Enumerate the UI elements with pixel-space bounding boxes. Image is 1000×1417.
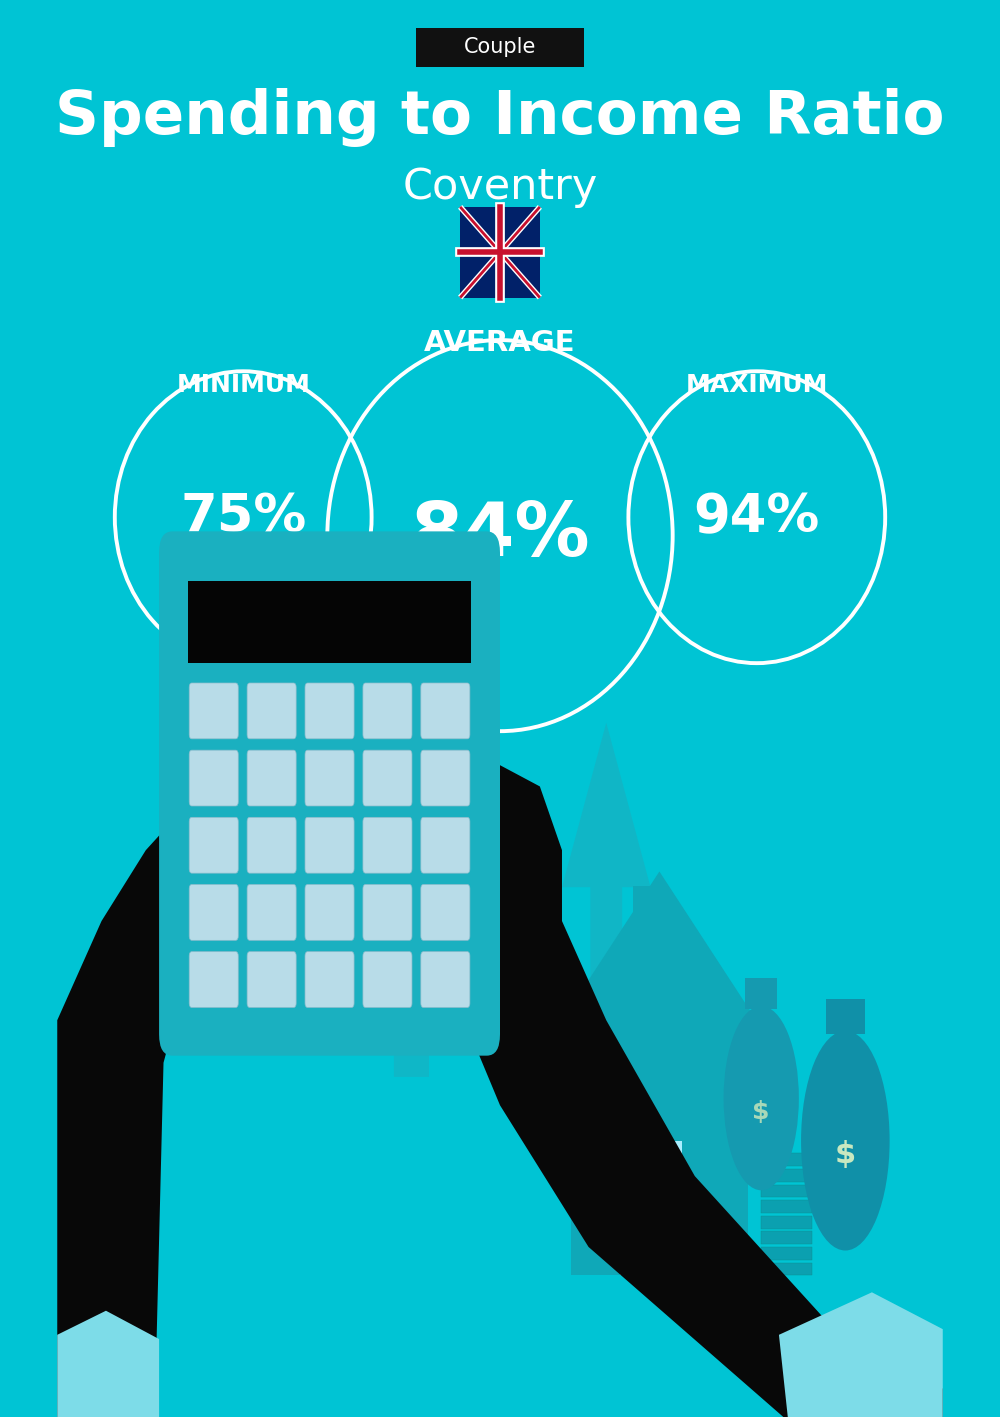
FancyBboxPatch shape bbox=[159, 531, 500, 1056]
Text: $: $ bbox=[752, 1101, 770, 1124]
Polygon shape bbox=[779, 1292, 943, 1417]
FancyBboxPatch shape bbox=[761, 1263, 812, 1275]
FancyBboxPatch shape bbox=[363, 952, 412, 1007]
FancyBboxPatch shape bbox=[421, 818, 470, 873]
FancyBboxPatch shape bbox=[761, 1231, 812, 1244]
FancyBboxPatch shape bbox=[761, 1200, 812, 1213]
Text: 84%: 84% bbox=[410, 499, 590, 572]
Polygon shape bbox=[57, 723, 332, 1417]
FancyBboxPatch shape bbox=[305, 818, 354, 873]
FancyBboxPatch shape bbox=[247, 884, 296, 941]
Text: $: $ bbox=[835, 1141, 856, 1169]
FancyBboxPatch shape bbox=[363, 750, 412, 806]
FancyBboxPatch shape bbox=[189, 952, 238, 1007]
FancyBboxPatch shape bbox=[188, 581, 471, 663]
Polygon shape bbox=[553, 871, 766, 1034]
FancyBboxPatch shape bbox=[189, 750, 238, 806]
FancyBboxPatch shape bbox=[761, 1247, 812, 1260]
Text: Spending to Income Ratio: Spending to Income Ratio bbox=[55, 88, 945, 147]
Text: MAXIMUM: MAXIMUM bbox=[686, 374, 828, 397]
FancyBboxPatch shape bbox=[189, 683, 238, 738]
FancyBboxPatch shape bbox=[571, 1034, 748, 1275]
Polygon shape bbox=[438, 765, 943, 1417]
Polygon shape bbox=[57, 1311, 159, 1417]
FancyBboxPatch shape bbox=[761, 1185, 812, 1197]
Text: Couple: Couple bbox=[464, 37, 536, 58]
FancyBboxPatch shape bbox=[826, 999, 865, 1034]
Text: MINIMUM: MINIMUM bbox=[176, 374, 310, 397]
FancyBboxPatch shape bbox=[761, 1153, 812, 1166]
FancyBboxPatch shape bbox=[633, 886, 652, 971]
FancyBboxPatch shape bbox=[761, 1216, 812, 1229]
FancyBboxPatch shape bbox=[363, 818, 412, 873]
FancyBboxPatch shape bbox=[247, 818, 296, 873]
FancyBboxPatch shape bbox=[761, 1169, 812, 1182]
FancyBboxPatch shape bbox=[189, 884, 238, 941]
FancyBboxPatch shape bbox=[305, 952, 354, 1007]
FancyBboxPatch shape bbox=[189, 818, 238, 873]
FancyBboxPatch shape bbox=[421, 750, 470, 806]
Ellipse shape bbox=[724, 1006, 799, 1190]
FancyBboxPatch shape bbox=[620, 1141, 636, 1275]
FancyBboxPatch shape bbox=[460, 207, 540, 298]
FancyBboxPatch shape bbox=[629, 1155, 669, 1275]
FancyBboxPatch shape bbox=[305, 750, 354, 806]
FancyBboxPatch shape bbox=[363, 884, 412, 941]
FancyBboxPatch shape bbox=[247, 683, 296, 738]
FancyBboxPatch shape bbox=[745, 978, 777, 1009]
FancyBboxPatch shape bbox=[247, 952, 296, 1007]
FancyBboxPatch shape bbox=[421, 884, 470, 941]
Text: Coventry: Coventry bbox=[402, 166, 598, 208]
FancyBboxPatch shape bbox=[305, 683, 354, 738]
Text: AVERAGE: AVERAGE bbox=[424, 329, 576, 357]
Text: 75%: 75% bbox=[180, 492, 306, 543]
Text: 94%: 94% bbox=[694, 492, 820, 543]
Polygon shape bbox=[363, 779, 460, 1077]
FancyBboxPatch shape bbox=[247, 750, 296, 806]
FancyBboxPatch shape bbox=[666, 1141, 682, 1275]
FancyBboxPatch shape bbox=[421, 683, 470, 738]
FancyBboxPatch shape bbox=[421, 952, 470, 1007]
Ellipse shape bbox=[801, 1032, 890, 1251]
FancyBboxPatch shape bbox=[416, 28, 584, 67]
FancyBboxPatch shape bbox=[363, 683, 412, 738]
FancyBboxPatch shape bbox=[305, 884, 354, 941]
Polygon shape bbox=[562, 723, 651, 1105]
